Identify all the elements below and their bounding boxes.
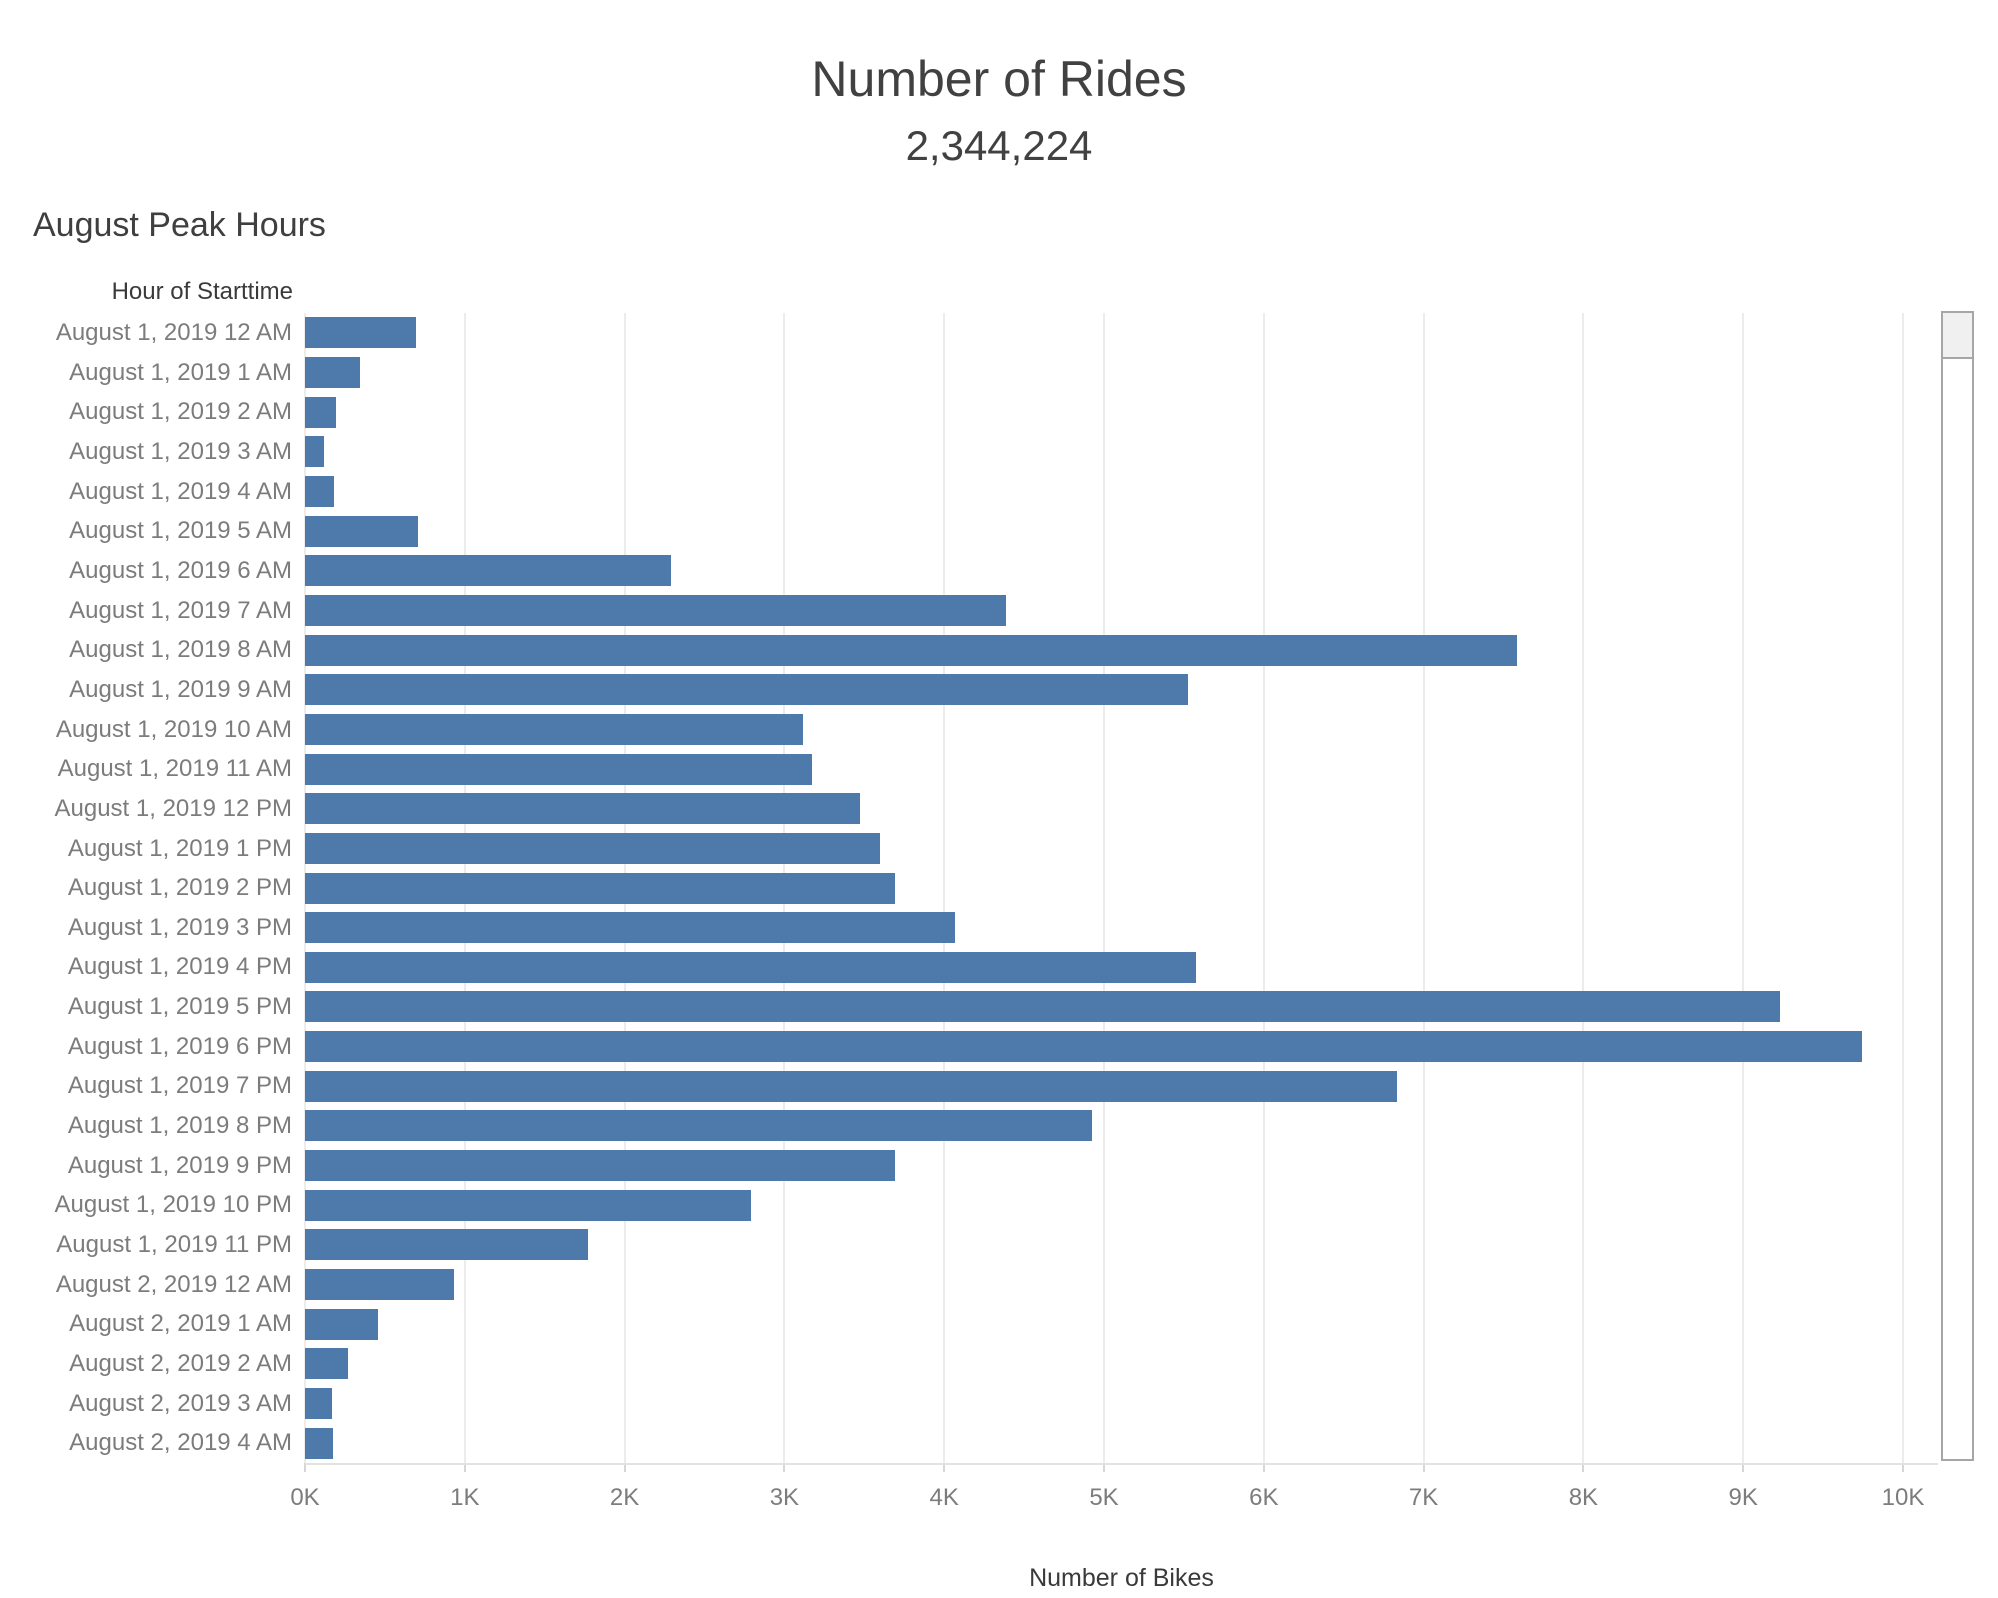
row-label[interactable]: August 1, 2019 9 AM	[69, 676, 292, 703]
x-tick-label: 7K	[1408, 1484, 1439, 1511]
x-tick-mark	[1103, 1463, 1105, 1472]
x-tick-mark	[1742, 1463, 1745, 1472]
row-label[interactable]: August 1, 2019 4 PM	[67, 953, 292, 980]
category-axis-header: Hour of Starttime	[111, 278, 293, 305]
x-gridline	[1422, 313, 1425, 1463]
bar[interactable]	[305, 714, 803, 745]
x-tick-label: 8K	[1568, 1484, 1599, 1511]
x-tick-mark	[304, 1463, 306, 1472]
x-tick-label: 10K	[1881, 1484, 1925, 1511]
bar[interactable]	[305, 555, 671, 586]
x-tick-mark	[1902, 1463, 1904, 1472]
x-tick-mark	[1262, 1463, 1265, 1472]
row-label[interactable]: August 1, 2019 3 AM	[69, 438, 292, 465]
x-gridline	[1902, 313, 1904, 1463]
row-label[interactable]: August 1, 2019 3 PM	[67, 914, 292, 941]
bar[interactable]	[305, 476, 334, 507]
row-label[interactable]: August 1, 2019 12 AM	[55, 319, 292, 346]
x-tick-mark	[1582, 1463, 1585, 1472]
bar[interactable]	[305, 1190, 751, 1221]
bar[interactable]	[305, 1031, 1862, 1062]
row-label[interactable]: August 1, 2019 11 PM	[56, 1231, 292, 1258]
bar[interactable]	[305, 991, 1780, 1022]
row-label[interactable]: August 1, 2019 1 AM	[69, 359, 292, 386]
bar[interactable]	[305, 833, 880, 864]
row-label[interactable]: August 1, 2019 7 PM	[67, 1072, 292, 1099]
x-tick-mark	[463, 1463, 466, 1472]
x-tick-label: 3K	[769, 1484, 800, 1511]
bar[interactable]	[305, 635, 1517, 666]
row-label[interactable]: August 1, 2019 4 AM	[69, 478, 292, 505]
kpi-value: 2,344,224	[905, 122, 1093, 169]
row-label[interactable]: August 1, 2019 8 PM	[67, 1112, 292, 1139]
row-label[interactable]: August 1, 2019 8 AM	[69, 636, 292, 663]
x-gridline	[1262, 313, 1265, 1463]
x-tick-label: 2K	[609, 1484, 640, 1511]
row-label[interactable]: August 2, 2019 12 AM	[55, 1271, 292, 1298]
bar[interactable]	[305, 595, 1006, 626]
bar[interactable]	[305, 1269, 454, 1300]
row-label[interactable]: August 1, 2019 2 PM	[67, 874, 292, 901]
chart-title: August Peak Hours	[33, 206, 326, 244]
bar[interactable]	[305, 674, 1188, 705]
row-label[interactable]: August 1, 2019 1 PM	[67, 835, 292, 862]
row-label[interactable]: August 1, 2019 5 AM	[69, 517, 292, 544]
bar[interactable]	[305, 1110, 1092, 1141]
bar[interactable]	[305, 1309, 378, 1340]
row-label[interactable]: August 1, 2019 2 AM	[69, 398, 292, 425]
x-tick-label: 1K	[450, 1484, 480, 1511]
bar[interactable]	[305, 1428, 333, 1459]
x-tick-mark	[1422, 1463, 1425, 1472]
row-label[interactable]: August 1, 2019 5 PM	[67, 993, 292, 1020]
x-tick-mark	[623, 1463, 626, 1472]
x-gridline	[1582, 313, 1585, 1463]
x-tick-mark	[943, 1463, 946, 1472]
x-tick-label: 4K	[929, 1484, 959, 1511]
x-axis-title: Number of Bikes	[1029, 1564, 1214, 1592]
bar[interactable]	[305, 317, 416, 348]
x-tick-mark	[783, 1463, 786, 1472]
x-gridline	[1742, 313, 1745, 1463]
row-label[interactable]: August 2, 2019 2 AM	[69, 1350, 292, 1377]
row-label[interactable]: August 2, 2019 1 AM	[69, 1310, 292, 1337]
row-label[interactable]: August 2, 2019 3 AM	[69, 1390, 292, 1417]
bar[interactable]	[305, 1071, 1397, 1102]
row-label[interactable]: August 2, 2019 4 AM	[69, 1429, 292, 1456]
vertical-scrollbar[interactable]	[1941, 311, 1974, 1461]
x-axis-line	[305, 1463, 1938, 1465]
bar[interactable]	[305, 1388, 332, 1419]
bar[interactable]	[305, 397, 336, 428]
row-label[interactable]: August 1, 2019 10 PM	[54, 1191, 293, 1218]
bar[interactable]	[305, 1229, 588, 1260]
bar[interactable]	[305, 912, 955, 943]
kpi-title: Number of Rides	[811, 51, 1187, 107]
row-label[interactable]: August 1, 2019 7 AM	[69, 597, 292, 624]
bar[interactable]	[305, 357, 360, 388]
x-gridline	[1103, 313, 1105, 1463]
bar[interactable]	[305, 793, 860, 824]
bar[interactable]	[305, 754, 812, 785]
scrollbar-thumb[interactable]	[1943, 313, 1972, 359]
x-tick-label: 0K	[290, 1484, 320, 1511]
bar[interactable]	[305, 1150, 895, 1181]
bar[interactable]	[305, 952, 1196, 983]
row-label[interactable]: August 1, 2019 6 PM	[67, 1033, 292, 1060]
row-label[interactable]: August 1, 2019 12 PM	[54, 795, 293, 822]
row-label[interactable]: August 1, 2019 10 AM	[55, 716, 292, 743]
x-tick-label: 6K	[1249, 1484, 1279, 1511]
x-tick-label: 9K	[1728, 1484, 1758, 1511]
x-tick-label: 5K	[1089, 1484, 1119, 1511]
bar[interactable]	[305, 1348, 348, 1379]
bar[interactable]	[305, 516, 418, 547]
row-label[interactable]: August 1, 2019 9 PM	[67, 1152, 292, 1179]
x-gridline	[943, 313, 946, 1463]
row-label[interactable]: August 1, 2019 11 AM	[57, 755, 292, 782]
bar[interactable]	[305, 873, 895, 904]
row-label[interactable]: August 1, 2019 6 AM	[69, 557, 292, 584]
bar[interactable]	[305, 436, 324, 467]
